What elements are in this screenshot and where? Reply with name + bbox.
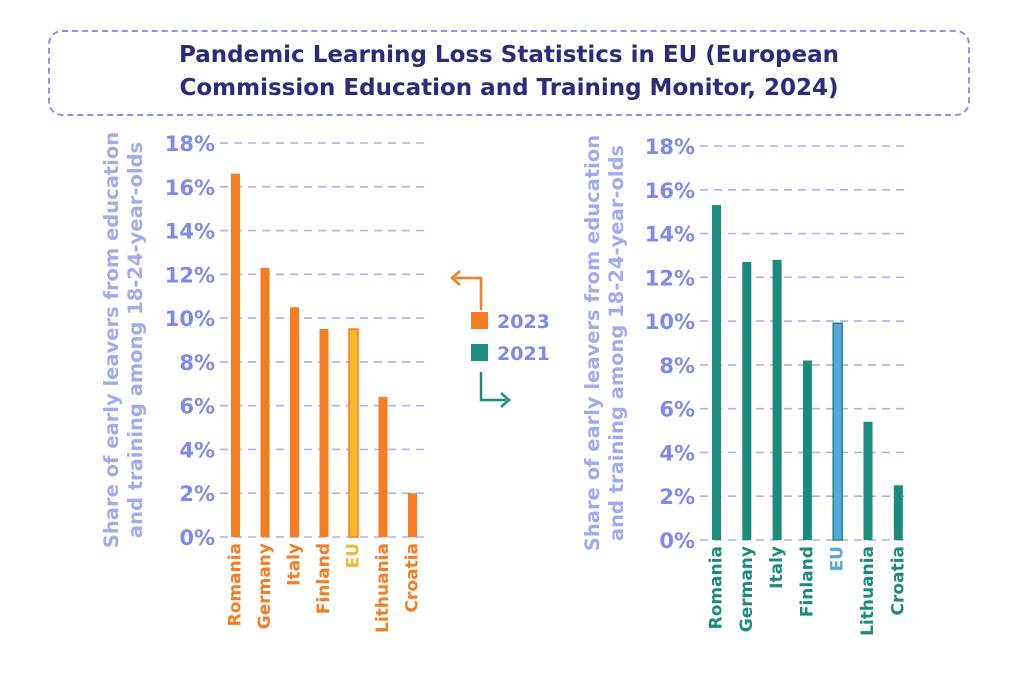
y-axis-label-line-1: Share of early leavers from education <box>581 135 604 551</box>
bar <box>742 262 752 540</box>
arrow-right-head <box>500 392 511 408</box>
legend: 2023 2021 <box>450 270 550 408</box>
chart-title-line-2: Commission Education and Training Monito… <box>179 75 839 101</box>
y-tick-label: 12% <box>165 263 215 287</box>
bar <box>863 421 873 540</box>
y-tick-label: 16% <box>645 179 695 203</box>
bar <box>712 205 721 540</box>
chart-2021: 0% 2% 4% 6% 8% 10% 12% 14% 16% 18% Share of early … <box>581 135 910 636</box>
bar <box>319 329 329 537</box>
bar <box>408 493 417 537</box>
y-axis-label: Share of early leavers from educationand… <box>581 135 628 551</box>
title-box: Pandemic Learning Loss Statistics in EU … <box>48 30 970 116</box>
bar <box>260 267 270 537</box>
y-tick-label: 2% <box>659 485 695 509</box>
category-label: Finland <box>314 543 334 614</box>
y-tick-label: 4% <box>179 438 215 462</box>
bar <box>290 307 299 537</box>
category-label: Croatia <box>403 543 423 612</box>
y-tick-label: 4% <box>659 441 695 465</box>
category-label: Croatia <box>888 546 908 615</box>
category-label: Finland <box>797 546 817 617</box>
legend-label: 2023 <box>497 311 550 333</box>
category-label: Italy <box>767 546 787 589</box>
y-tick-label: 14% <box>645 223 695 247</box>
chart-title: Pandemic Learning Loss Statistics in EU … <box>50 39 968 105</box>
category-label: EU <box>344 543 364 568</box>
y-tick-label: 0% <box>179 526 215 550</box>
y-tick-label: 8% <box>179 351 215 375</box>
bar <box>772 259 782 540</box>
y-tick-label: 18% <box>645 135 695 159</box>
category-label: Italy <box>285 543 305 586</box>
y-tick-label: 12% <box>645 266 695 290</box>
y-axis-label-line-1: Share of early leavers from education <box>100 132 123 548</box>
category-label: Lithuania <box>373 543 393 633</box>
arrow-right-icon <box>479 372 506 402</box>
bar <box>231 173 240 537</box>
y-tick-label: 10% <box>165 307 215 331</box>
bar <box>893 485 903 540</box>
y-axis-label-line-2: and training among 18-24-year-olds <box>605 145 628 541</box>
y-tick-label: 6% <box>179 395 215 419</box>
category-label: Germany <box>737 546 757 632</box>
category-label: Romania <box>226 543 246 626</box>
category-label: Romania <box>707 546 727 629</box>
y-axis-label-line-2: and training among 18-24-year-olds <box>124 142 147 538</box>
bar <box>832 322 843 541</box>
bar <box>378 396 388 537</box>
y-tick-label: 10% <box>645 310 695 334</box>
category-label: EU <box>828 546 848 571</box>
y-tick-label: 18% <box>165 132 215 156</box>
legend-label: 2021 <box>497 343 550 365</box>
y-tick-label: 0% <box>659 529 695 553</box>
y-tick-label: 6% <box>659 398 695 422</box>
bar <box>348 328 359 538</box>
legend-swatch <box>471 312 488 329</box>
category-label: Germany <box>255 543 275 629</box>
arrow-left-head <box>450 270 461 286</box>
y-tick-label: 8% <box>659 354 695 378</box>
legend-swatch <box>471 344 488 361</box>
y-tick-label: 16% <box>165 176 215 200</box>
bar <box>802 360 812 540</box>
arrow-left-icon <box>455 276 483 310</box>
y-axis-label: Share of early leavers from educationand… <box>100 132 147 548</box>
chart-title-line-1: Pandemic Learning Loss Statistics in EU … <box>179 42 839 68</box>
y-tick-label: 14% <box>165 220 215 244</box>
y-tick-label: 2% <box>179 482 215 506</box>
category-label: Lithuania <box>858 546 878 636</box>
chart-2023: 0% 2% 4% 6% 8% 10% 12% 14% 16% 18% Share of early … <box>100 132 430 633</box>
